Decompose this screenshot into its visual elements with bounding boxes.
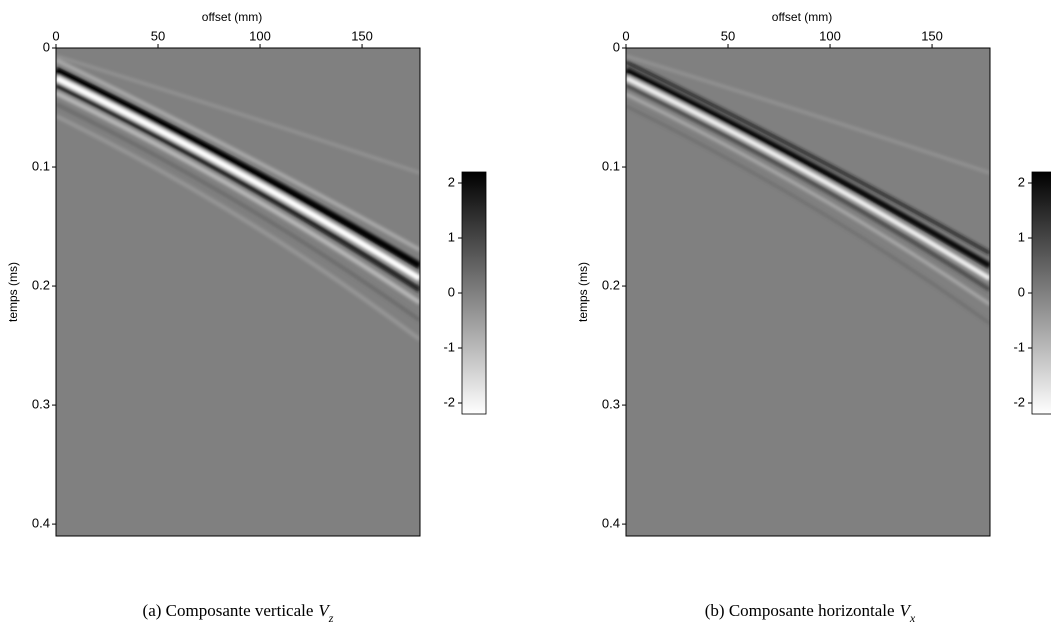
plot-frame xyxy=(55,47,421,537)
colorbar-tick-label: -2 xyxy=(443,394,455,409)
colorbar-tick-label: -2 xyxy=(1013,394,1025,409)
colorbar-tick-label: 1 xyxy=(1018,229,1025,244)
wave-band xyxy=(56,82,420,293)
colorbar-tick-label: 1 xyxy=(448,229,455,244)
x-tick-label: 50 xyxy=(721,28,735,43)
image-background xyxy=(626,48,990,536)
wave-band xyxy=(56,58,420,252)
wave-band xyxy=(56,75,420,282)
caption-symbol: V xyxy=(900,601,913,620)
wave-band xyxy=(626,104,990,325)
y-tick-label: 0.3 xyxy=(32,397,50,412)
caption: (b) Composante horizontale Vx xyxy=(705,601,916,625)
seismic-image xyxy=(56,48,420,536)
caption-subscript: z xyxy=(328,611,334,625)
y-tick-label: 0.2 xyxy=(602,277,620,292)
y-tick-label: 0.1 xyxy=(32,158,50,173)
y-tick-label: 0 xyxy=(613,39,620,54)
y-tick-label: 0.4 xyxy=(32,516,50,531)
wave-band xyxy=(626,60,990,255)
wavefronts xyxy=(56,54,420,342)
y-axis-label: temps (ms) xyxy=(576,262,590,322)
wave-band xyxy=(56,66,420,270)
plot-frame xyxy=(625,47,991,537)
colorbar-tick-label: -1 xyxy=(1013,339,1025,354)
wave-band xyxy=(626,92,990,306)
caption-subscript: x xyxy=(909,611,916,625)
x-axis-label: offset (mm) xyxy=(772,10,832,24)
y-tick-label: 0 xyxy=(43,39,50,54)
x-tick-label: 0 xyxy=(52,28,59,43)
wave-band xyxy=(56,102,420,322)
y-tick-label: 0.2 xyxy=(32,277,50,292)
x-tick-label: 150 xyxy=(921,28,943,43)
caption-text: (b) Composante horizontale xyxy=(705,601,895,620)
wavefronts xyxy=(626,54,990,325)
wave-band xyxy=(56,114,420,342)
caption-text: (a) Composante verticale xyxy=(143,601,314,620)
x-tick-label: 0 xyxy=(622,28,629,43)
colorbar-tick-label: 2 xyxy=(448,174,455,189)
wave-band xyxy=(56,90,420,305)
caption-symbol: V xyxy=(318,601,331,620)
wave-faint xyxy=(56,54,420,175)
wave-band xyxy=(626,75,990,281)
image-background xyxy=(56,48,420,536)
colorbar-tick-label: 0 xyxy=(448,284,455,299)
colorbar xyxy=(1031,171,1051,415)
x-tick-label: 100 xyxy=(819,28,841,43)
colorbar xyxy=(461,171,487,415)
caption: (a) Composante verticale Vz xyxy=(143,601,334,625)
wave-band xyxy=(626,67,990,269)
wave-band xyxy=(626,83,990,292)
x-tick-label: 50 xyxy=(151,28,165,43)
y-tick-label: 0.3 xyxy=(602,397,620,412)
x-tick-label: 100 xyxy=(249,28,271,43)
y-tick-label: 0.1 xyxy=(602,158,620,173)
seismic-image xyxy=(626,48,990,536)
y-axis-label: temps (ms) xyxy=(6,262,20,322)
colorbar-tick-label: -1 xyxy=(443,339,455,354)
x-axis-label: offset (mm) xyxy=(202,10,262,24)
colorbar-tick-label: 2 xyxy=(1018,174,1025,189)
wave-faint xyxy=(626,54,990,175)
colorbar-tick-label: 0 xyxy=(1018,284,1025,299)
x-tick-label: 150 xyxy=(351,28,373,43)
y-tick-label: 0.4 xyxy=(602,516,620,531)
